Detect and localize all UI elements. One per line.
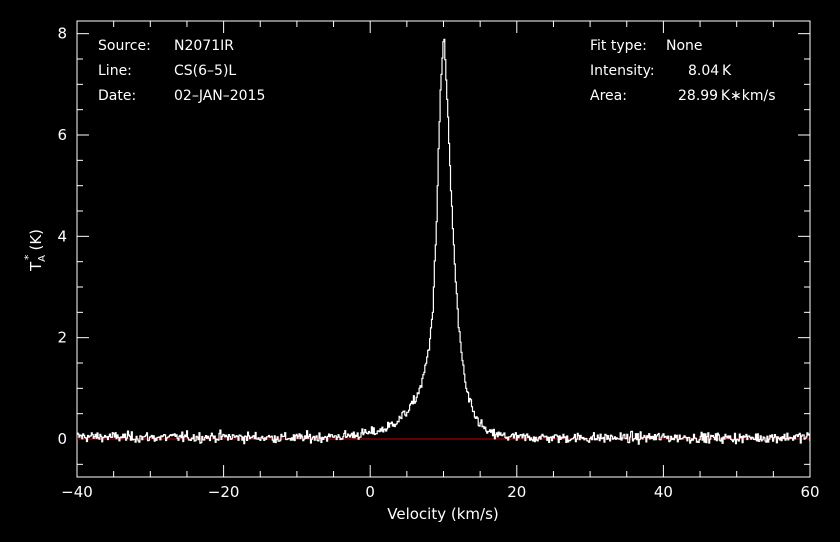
date-label: Date: <box>98 88 136 104</box>
y-axis-label-main: T <box>27 261 45 272</box>
intensity-label: Intensity: <box>590 63 655 79</box>
line-value: CS(6–5)L <box>174 63 236 79</box>
axis-tick-labels: −40 −20 0 20 40 60 0 2 4 6 8 <box>57 25 819 501</box>
y-tick-label: 2 <box>57 329 67 347</box>
date-value: 02–JAN–2015 <box>174 88 265 104</box>
spectrum-trace <box>77 38 811 445</box>
y-axis-label-sup: * <box>22 254 35 260</box>
y-tick-label: 6 <box>57 126 67 144</box>
x-tick-label: 20 <box>507 483 526 501</box>
line-label: Line: <box>98 63 132 79</box>
y-tick-label: 4 <box>57 227 67 245</box>
y-axis-label-sub: A <box>37 255 48 262</box>
area-label: Area: <box>590 88 627 104</box>
x-tick-label: −20 <box>208 483 240 501</box>
x-tick-label: −40 <box>61 483 93 501</box>
intensity-value: 8.04 K <box>688 63 732 79</box>
area-value: 28.99 K∗km/s <box>678 88 776 104</box>
y-axis-label-unit: (K) <box>27 229 45 251</box>
x-tick-label: 0 <box>365 483 375 501</box>
source-label: Source: <box>98 38 151 54</box>
fit-type-value: None <box>666 38 703 54</box>
x-axis-label: Velocity (km/s) <box>387 505 498 523</box>
y-axis-label: TA* (K) <box>22 229 48 272</box>
x-tick-label: 40 <box>654 483 673 501</box>
y-tick-label: 0 <box>57 430 67 448</box>
source-value: N2071IR <box>174 38 234 54</box>
y-tick-label: 8 <box>57 25 67 43</box>
x-tick-label: 60 <box>800 483 819 501</box>
svg-text:TA*(K): TA* (K) <box>22 229 48 272</box>
fit-type-label: Fit type: <box>590 38 647 54</box>
